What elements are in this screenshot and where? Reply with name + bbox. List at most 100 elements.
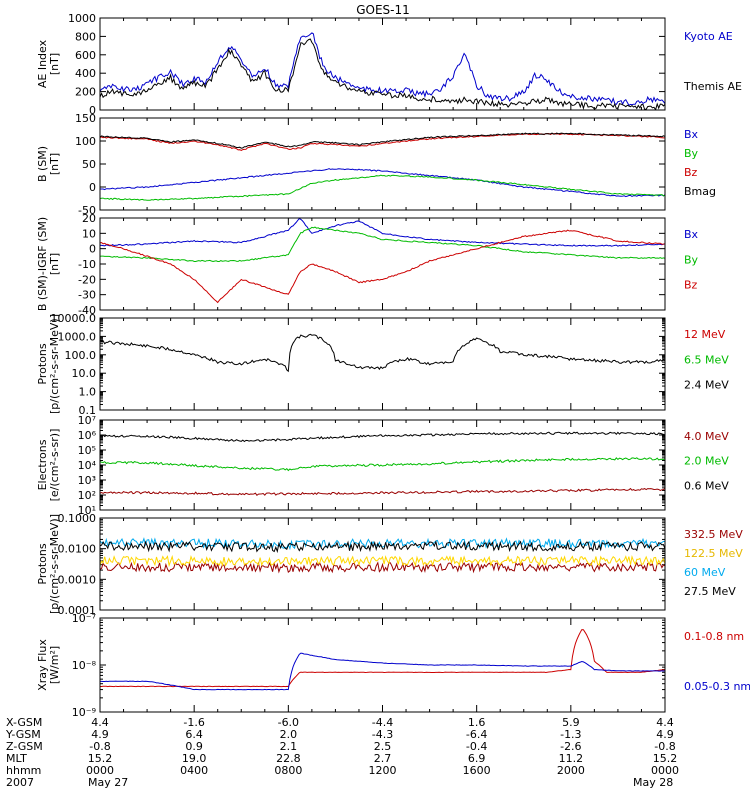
y-tick-label: 100.0 [65, 349, 97, 362]
legend-0-1-0-8-nm: 0.1-0.8 nm [684, 630, 744, 643]
y-tick-label: 0.1 [79, 404, 97, 417]
legend-bx: Bx [684, 128, 699, 141]
legend-6-5-mev: 6.5 MeV [684, 353, 729, 366]
axis-cell: -4.3 [372, 728, 393, 741]
y-tick-label: 10² [78, 489, 96, 502]
y-tick-label: 20 [82, 212, 96, 225]
axis-cell: 6.9 [468, 752, 486, 765]
series-line-kyoto-ae [100, 32, 665, 106]
y-tick-label: 0.0001 [58, 604, 97, 617]
y-axis-unit: [nT] [48, 253, 61, 275]
y-tick-label: 10⁷ [78, 414, 96, 427]
y-tick-label: -50 [78, 204, 96, 217]
y-tick-label: 10⁴ [78, 459, 97, 472]
y-tick-label: 10 [82, 227, 96, 240]
y-axis-label: Electrons [36, 439, 49, 490]
legend-12-mev: 12 MeV [684, 328, 726, 341]
series-group [100, 333, 665, 373]
series-line-0-1-0-8-nm [100, 629, 665, 688]
y-axis-unit: [p/(cm²-s-sr-MeV)] [48, 514, 61, 614]
axis-cell: -0.4 [466, 740, 487, 753]
panel-b: -50 0 50 100 150 B (SM) [nT] Bx By Bz Bmag [36, 112, 716, 217]
panel-frame [99, 217, 666, 311]
axis-cell: -1.6 [183, 716, 204, 729]
y-tick-label: 600 [75, 49, 96, 62]
y-axis-unit: [e/(cm²-s-sr)] [48, 429, 61, 502]
axis-cell: 0400 [180, 764, 208, 777]
axis-cell: 2.7 [374, 752, 392, 765]
axis-cell: 4.9 [656, 728, 674, 741]
y-tick-label: 0 [89, 243, 96, 256]
legend-0-6-mev: 0.6 MeV [684, 479, 729, 492]
legend-themis-ae: Themis AE [683, 80, 742, 93]
y-axis-label: B (SM)-IGRF (SM) [36, 217, 49, 311]
axis-cell: 6.4 [185, 728, 203, 741]
y-axis-label: B (SM) [36, 146, 49, 182]
legend-2-0-mev: 2.0 MeV [684, 455, 729, 468]
legend-60-mev: 60 MeV [684, 566, 726, 579]
axis-row-label-mlt: MLT [6, 752, 27, 765]
series-line-bx [100, 218, 665, 247]
legend-by: By [684, 147, 699, 160]
y-axis-unit: [W/m²] [48, 646, 61, 684]
y-tick-label: 1000 [68, 12, 96, 25]
axis-cell: -0.8 [654, 740, 675, 753]
series-line-bx [100, 168, 665, 198]
legend-bmag: Bmag [684, 185, 716, 198]
panel-frame [99, 17, 666, 111]
legend-122-5-mev: 122.5 MeV [684, 547, 743, 560]
axis-cell: 2.1 [280, 740, 298, 753]
legend-by: By [684, 253, 699, 266]
panel-frame [99, 317, 666, 411]
series-group [100, 32, 665, 110]
y-axis-label: Xray Flux [36, 639, 49, 691]
panel-frame [99, 117, 666, 211]
y-tick-label: 200 [75, 86, 96, 99]
axis-row-label-2007: 2007 [6, 776, 34, 789]
axis-cell: 4.4 [91, 716, 109, 729]
date-label-end: May 28 [633, 776, 673, 789]
panel-ae: 0 200 400 600 800 1000 AE Index [nT] Kyoto AE The… [36, 12, 742, 117]
legend-2-4-mev: 2.4 MeV [684, 379, 729, 392]
plot-title: GOES-11 [356, 3, 410, 17]
axis-cell: -6.0 [278, 716, 299, 729]
axis-cell: 1600 [463, 764, 491, 777]
axis-cell: 1200 [369, 764, 397, 777]
legend-27-5-mev: 27.5 MeV [684, 585, 736, 598]
axis-cell: 4.9 [91, 728, 109, 741]
series-line-2-0-mev [100, 457, 665, 472]
axis-cell: 15.2 [653, 752, 678, 765]
axis-cell: 2.0 [280, 728, 298, 741]
y-tick-label: 10¹ [78, 504, 96, 517]
y-tick-label: 100 [75, 135, 96, 148]
axis-cell: -0.8 [89, 740, 110, 753]
y-tick-label: -30 [78, 289, 96, 302]
series-line-bz [100, 229, 665, 304]
axis-cell: -2.6 [560, 740, 581, 753]
axis-cell: 22.8 [276, 752, 301, 765]
y-tick-label: -20 [78, 273, 96, 286]
panel-protons-low: 0.1 1.0 10.0 100.0 1000.0 10000.0 Protons [p/(c… [36, 312, 729, 417]
y-tick-label: 0.0100 [58, 543, 97, 556]
series-line-0-05-0-3-nm [100, 652, 665, 691]
legend-bz: Bz [684, 166, 698, 179]
series-line-332-5-mev [100, 561, 665, 574]
series-line-by [100, 174, 665, 201]
y-axis-unit: [p/(cm²-s-sr-MeV)] [48, 314, 61, 414]
panel-electrons: 10¹ 10² 10³ 10⁴ 10⁵ 10⁶ 10⁷ Electrons [e/(cm²-s-… [36, 414, 729, 517]
y-tick-label: 800 [75, 30, 96, 43]
series-line-4-0-mev [100, 487, 665, 497]
y-tick-label: 50 [82, 158, 96, 171]
y-tick-label: 10000.0 [51, 312, 97, 325]
series-line-themis-ae [100, 38, 665, 110]
axis-cell: -4.4 [372, 716, 393, 729]
legend-0-05-0-3-nm: 0.05-0.3 nm [684, 680, 750, 693]
y-tick-label: 0 [89, 104, 96, 117]
axis-row-label-x-gsm: X-GSM [6, 716, 42, 729]
axis-cell: 1.6 [468, 716, 486, 729]
y-tick-label: -40 [78, 304, 96, 317]
series-line-27-5-mev [100, 540, 665, 554]
series-line-bz [100, 132, 665, 151]
